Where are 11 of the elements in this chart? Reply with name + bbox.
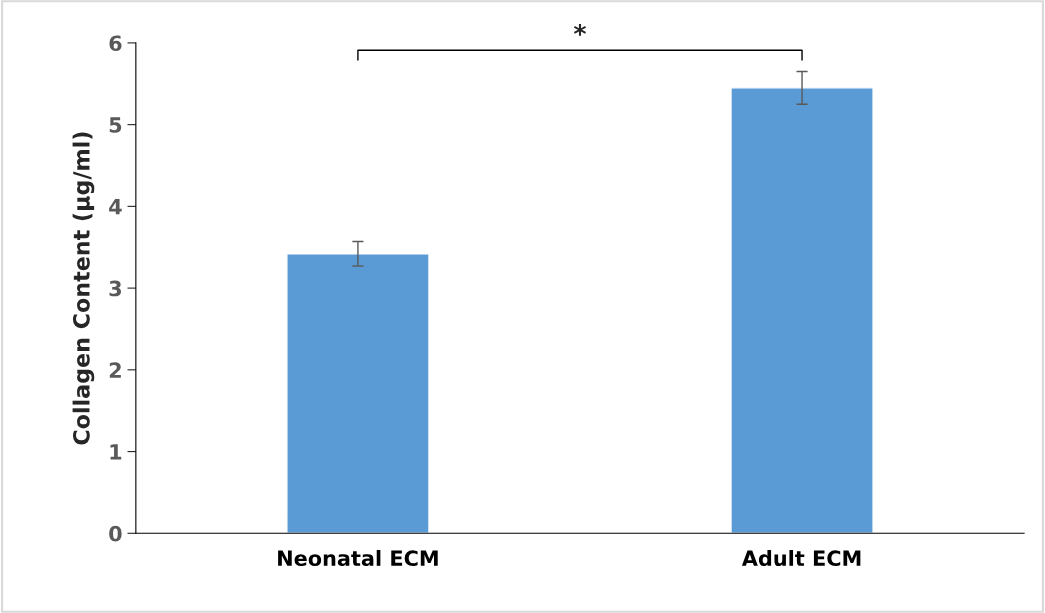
y-tick-label: 3	[109, 280, 121, 297]
y-tick-label: 2	[109, 362, 121, 378]
y-tick-label: 0	[109, 525, 122, 542]
y-tick-label: 6	[109, 35, 122, 52]
x-tick-label: Neonatal ECM	[278, 549, 438, 567]
y-axis-title: Collagen Content (µg/ml)	[72, 132, 95, 445]
text: *	[573, 24, 587, 36]
y-tick-label: 1	[110, 444, 122, 460]
y-tick-label: 4	[109, 199, 122, 215]
y-tick-label: 5	[109, 117, 122, 133]
x-tick-label: Adult ECM	[741, 549, 861, 567]
